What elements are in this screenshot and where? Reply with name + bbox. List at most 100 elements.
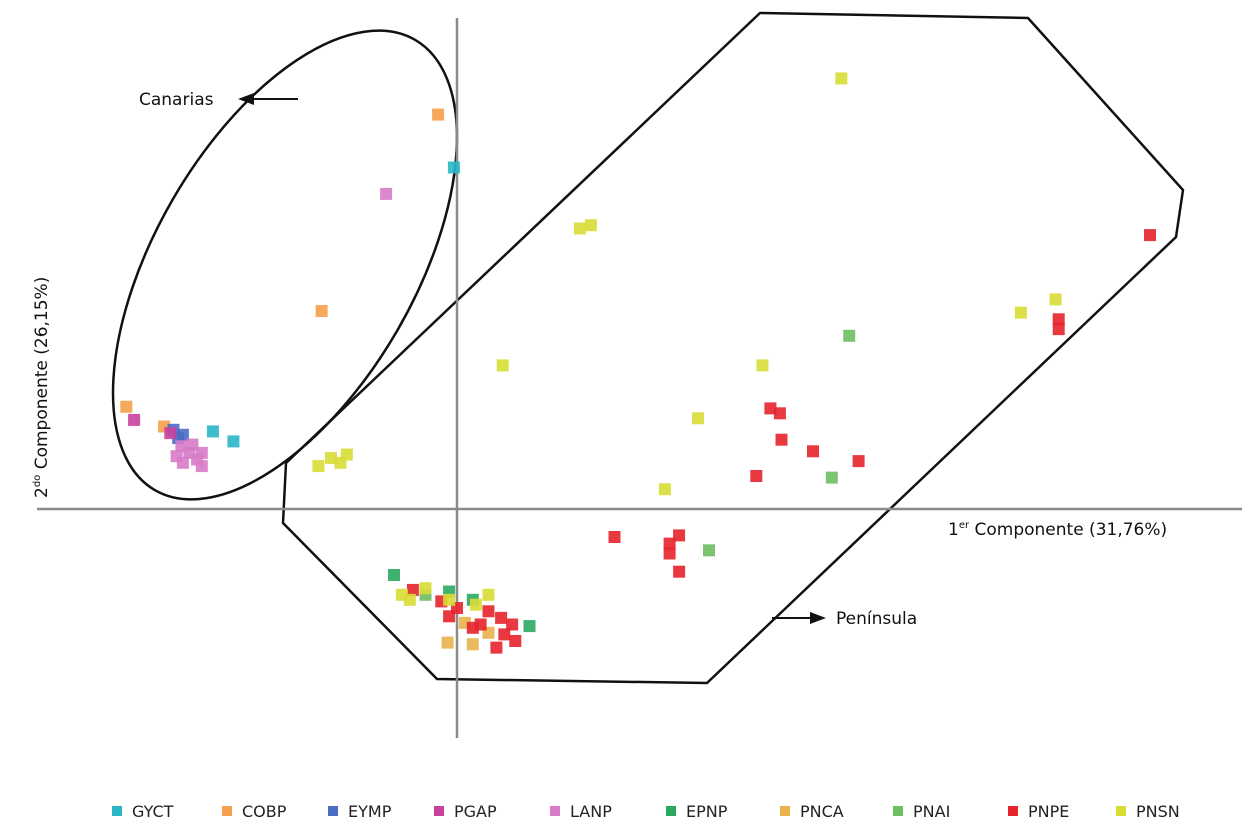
point-lanp-6 — [186, 438, 199, 451]
point-pnsn-2 — [573, 222, 586, 235]
point-pnpe-11 — [663, 537, 676, 550]
legend-swatch-pnai — [893, 806, 903, 816]
legend-item-pgap: PGAP — [434, 800, 497, 822]
legend-label-cobp: COBP — [242, 801, 287, 821]
legend-label-gyct: GYCT — [132, 801, 174, 821]
point-gyct-1 — [206, 425, 219, 438]
point-lanp-4 — [195, 460, 208, 473]
legend-swatch-pnsn — [1116, 806, 1126, 816]
legend-label-pnsn: PNSN — [1136, 801, 1180, 821]
peninsula-annotation: Península — [772, 609, 917, 629]
point-lanp-7 — [195, 446, 208, 459]
peninsula-label: Península — [836, 609, 917, 629]
point-pnpe-13 — [673, 565, 686, 578]
legend-swatch-cobp — [222, 806, 232, 816]
axes — [37, 18, 1242, 738]
legend-item-cobp: COBP — [222, 800, 286, 822]
point-pgap-1 — [164, 427, 177, 440]
legend-label-epnp: EPNP — [686, 801, 728, 821]
point-pnsn-17 — [443, 593, 456, 606]
legend-swatch-eymp — [328, 806, 338, 816]
point-pnpe-0 — [1144, 229, 1156, 242]
legend-label-pnca: PNCA — [800, 801, 844, 821]
point-pnpe-7 — [852, 455, 865, 468]
peninsula-group-outline — [281, 11, 1185, 685]
point-pnsn-11 — [312, 460, 325, 473]
canarias-label: Canarias — [139, 90, 214, 110]
point-pnsn-3 — [1049, 293, 1062, 306]
legend-item-pnpe: PNPE — [1008, 800, 1069, 822]
legend-item-eymp: EYMP — [328, 800, 391, 822]
point-pnpe-1 — [1052, 313, 1065, 326]
point-pnpe-23 — [443, 610, 456, 623]
point-epnp-0 — [388, 569, 400, 581]
point-pnai-2 — [703, 544, 715, 557]
legend-label-pnai: PNAI — [913, 801, 951, 821]
legend-label-lanp: LANP — [570, 801, 612, 821]
point-pnsn-14 — [403, 593, 416, 606]
point-cobp-0 — [432, 108, 445, 121]
point-pnpe-22 — [490, 641, 503, 654]
legend-label-pgap: PGAP — [454, 801, 497, 821]
legend-item-lanp: LANP — [550, 800, 612, 822]
legend-label-pnpe: PNPE — [1028, 801, 1070, 821]
point-lanp-8 — [176, 456, 189, 469]
point-pnca-1 — [466, 638, 479, 651]
legend-label-eymp: EYMP — [348, 801, 392, 821]
point-pnpe-5 — [775, 433, 788, 446]
point-pnsn-16 — [482, 588, 495, 601]
point-pnpe-24 — [474, 618, 487, 631]
point-pnpe-18 — [495, 611, 508, 624]
point-pnca-0 — [441, 636, 454, 649]
point-pnpe-8 — [750, 470, 763, 482]
point-pnpe-2 — [1052, 323, 1065, 336]
canarias-annotation: Canarias — [139, 90, 298, 110]
legend-item-pnai: PNAI — [893, 800, 950, 822]
legend: GYCT COBP EYMP PGAP LANP EPNP PNCA PNAI PNPE PNSN — [0, 800, 1242, 822]
legend-swatch-gyct — [112, 806, 122, 816]
point-pnpe-17 — [482, 605, 495, 618]
point-pnsn-7 — [692, 412, 704, 425]
legend-item-pnsn: PNSN — [1116, 800, 1180, 822]
legend-swatch-epnp — [666, 806, 676, 816]
point-pnsn-1 — [584, 219, 597, 232]
x-axis-label: 1er Componente (31,76%) — [948, 520, 1167, 540]
point-pnsn-15 — [419, 582, 432, 595]
point-cobp-1 — [315, 305, 328, 317]
legend-swatch-pgap — [434, 806, 444, 816]
point-pnpe-4 — [773, 407, 786, 420]
point-pnpe-12 — [663, 547, 676, 560]
point-pnpe-10 — [673, 529, 686, 542]
point-pnsn-12 — [340, 448, 353, 461]
point-pnpe-9 — [608, 531, 621, 543]
point-lanp-0 — [380, 187, 393, 200]
legend-item-pnca: PNCA — [780, 800, 844, 822]
point-pnpe-25 — [506, 618, 519, 631]
peninsula-arrow-head — [810, 612, 826, 624]
data-points — [120, 72, 1156, 654]
legend-swatch-pnpe — [1008, 806, 1018, 816]
point-gyct-2 — [227, 435, 240, 448]
legend-swatch-lanp — [550, 806, 560, 816]
point-pnai-1 — [825, 471, 838, 484]
point-cobp-2 — [120, 400, 133, 413]
point-epnp-3 — [523, 620, 536, 633]
point-pnsn-8 — [658, 483, 671, 496]
point-pnai-0 — [843, 329, 856, 342]
point-pnpe-3 — [764, 402, 777, 415]
point-pnsn-9 — [325, 451, 337, 464]
point-pnsn-4 — [1014, 306, 1027, 319]
group-outlines — [111, 11, 1185, 685]
point-pgap-0 — [128, 413, 141, 426]
canarias-arrow-head — [238, 93, 254, 105]
point-pnpe-6 — [807, 445, 819, 458]
point-pnpe-20 — [498, 628, 511, 641]
point-pnpe-14 — [406, 583, 419, 596]
point-pnsn-18 — [469, 598, 482, 611]
point-gyct-0 — [447, 161, 460, 174]
point-pnpe-21 — [509, 635, 522, 647]
point-pnsn-0 — [835, 72, 848, 85]
legend-item-gyct: GYCT — [112, 800, 173, 822]
point-pnsn-6 — [756, 359, 769, 372]
